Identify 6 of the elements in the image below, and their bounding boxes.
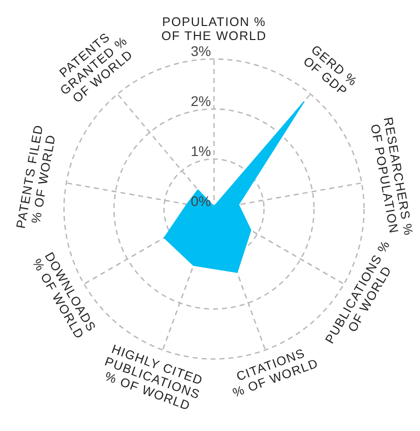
spoke-label: PATENTS FILED % OF WORLD (14, 124, 58, 230)
y-tick-label: 1% (190, 143, 211, 159)
y-tick-label: 3% (190, 43, 211, 59)
y-tick-label: 0% (190, 193, 211, 209)
spoke-label: POPULATION % OF THE WORLD (161, 15, 267, 43)
y-tick-label: 2% (190, 93, 211, 109)
